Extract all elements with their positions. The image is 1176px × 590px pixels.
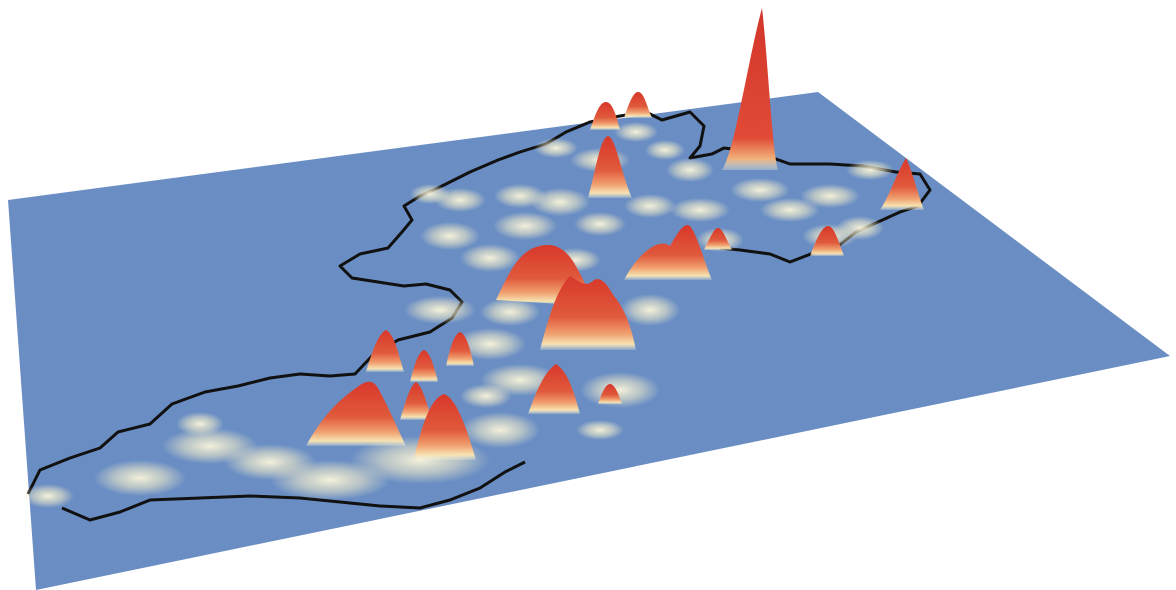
peak-southeast bbox=[810, 226, 844, 256]
peak-spike bbox=[722, 8, 778, 170]
peak-southwest-3 bbox=[414, 394, 476, 460]
density-peaks bbox=[306, 8, 924, 460]
peak-ridge-east bbox=[624, 225, 712, 280]
peak-southwest-2 bbox=[400, 382, 432, 420]
coastline-outline bbox=[26, 110, 932, 495]
peak-east bbox=[880, 158, 924, 210]
peak-southwest-big bbox=[306, 381, 406, 446]
peak-north-3 bbox=[588, 136, 632, 198]
peak-small-east bbox=[704, 228, 732, 250]
peak-west-2 bbox=[410, 350, 438, 382]
south-coastline bbox=[61, 460, 526, 522]
peak-west-3 bbox=[446, 332, 474, 366]
peak-south-center bbox=[528, 364, 580, 414]
peak-small-south bbox=[598, 384, 622, 404]
peak-west-1 bbox=[366, 330, 404, 372]
peak-north-2 bbox=[624, 92, 652, 118]
peak-north-1 bbox=[590, 102, 620, 130]
peak-central-2 bbox=[540, 276, 636, 350]
